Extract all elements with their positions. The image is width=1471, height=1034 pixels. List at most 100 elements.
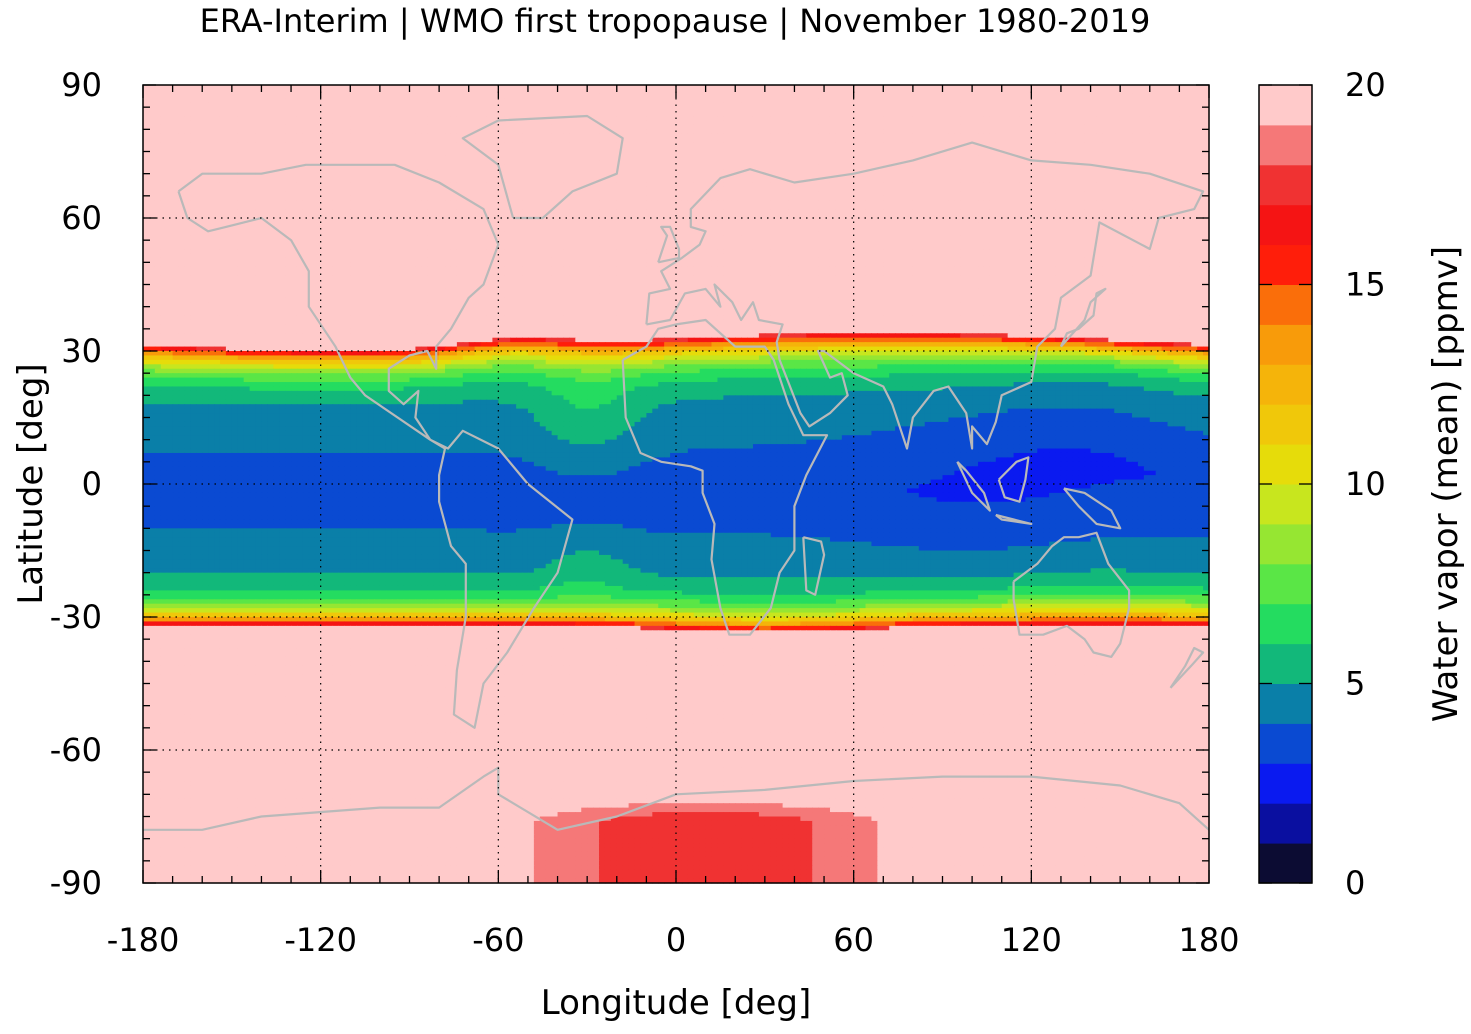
- heatmap-cell: [943, 138, 950, 143]
- heatmap-cell: [1085, 152, 1092, 157]
- heatmap-cell: [1126, 174, 1133, 179]
- heatmap-cell: [954, 138, 961, 143]
- heatmap-cell: [321, 89, 328, 94]
- heatmap-cell: [563, 98, 570, 103]
- heatmap-cell: [486, 89, 493, 94]
- heatmap-cell: [789, 152, 796, 157]
- heatmap-cell: [261, 187, 268, 192]
- heatmap-cell: [1150, 156, 1157, 161]
- heatmap-cell: [167, 116, 174, 121]
- heatmap-cell: [238, 112, 245, 117]
- heatmap-cell: [1019, 160, 1026, 165]
- heatmap-cell: [504, 134, 511, 139]
- heatmap-cell: [356, 116, 363, 121]
- heatmap-cell: [978, 138, 985, 143]
- heatmap-cell: [1091, 178, 1098, 183]
- heatmap-cell: [1067, 169, 1074, 174]
- heatmap-cell: [410, 200, 417, 205]
- heatmap-cell: [883, 85, 890, 90]
- heatmap-cell: [1079, 89, 1086, 94]
- heatmap-cell: [232, 187, 239, 192]
- heatmap-cell: [297, 169, 304, 174]
- heatmap-cell: [794, 143, 801, 148]
- heatmap-cell: [836, 85, 843, 90]
- heatmap-cell: [546, 156, 553, 161]
- heatmap-cell: [741, 112, 748, 117]
- heatmap-cell: [1061, 120, 1068, 125]
- heatmap-cell: [285, 143, 292, 148]
- heatmap-cell: [931, 165, 938, 170]
- heatmap-cell: [789, 143, 796, 148]
- heatmap-cell: [333, 178, 340, 183]
- heatmap-cell: [327, 85, 334, 90]
- heatmap-cell: [931, 174, 938, 179]
- heatmap-cell: [753, 191, 760, 196]
- heatmap-cell: [712, 103, 719, 108]
- heatmap-cell: [640, 129, 647, 134]
- heatmap-cell: [747, 138, 754, 143]
- heatmap-cell: [599, 187, 606, 192]
- heatmap-cell: [789, 205, 796, 210]
- heatmap-cell: [812, 112, 819, 117]
- heatmap-cell: [599, 129, 606, 134]
- heatmap-cell: [196, 165, 203, 170]
- heatmap-cell: [1079, 183, 1086, 188]
- heatmap-cell: [1043, 187, 1050, 192]
- heatmap-cell: [327, 143, 334, 148]
- heatmap-cell: [161, 89, 168, 94]
- heatmap-cell: [960, 94, 967, 99]
- heatmap-cell: [208, 187, 215, 192]
- heatmap-cell: [605, 191, 612, 196]
- heatmap-cell: [978, 125, 985, 130]
- heatmap-cell: [794, 120, 801, 125]
- heatmap-cell: [735, 112, 742, 117]
- heatmap-cell: [244, 196, 251, 201]
- heatmap-cell: [960, 174, 967, 179]
- heatmap-cell: [913, 98, 920, 103]
- heatmap-cell: [587, 129, 594, 134]
- heatmap-cell: [214, 107, 221, 112]
- heatmap-cell: [640, 138, 647, 143]
- heatmap-cell: [836, 94, 843, 99]
- heatmap-cell: [173, 160, 180, 165]
- heatmap-cell: [931, 205, 938, 210]
- heatmap-cell: [640, 160, 647, 165]
- heatmap-cell: [635, 129, 642, 134]
- heatmap-cell: [706, 178, 713, 183]
- heatmap-cell: [475, 187, 482, 192]
- heatmap-cell: [682, 200, 689, 205]
- heatmap-cell: [1031, 125, 1038, 130]
- heatmap-cell: [871, 187, 878, 192]
- heatmap-cell: [546, 129, 553, 134]
- heatmap-cell: [948, 152, 955, 157]
- heatmap-cell: [629, 196, 636, 201]
- heatmap-cell: [303, 107, 310, 112]
- heatmap-cell: [972, 165, 979, 170]
- heatmap-cell: [771, 183, 778, 188]
- heatmap-cell: [629, 152, 636, 157]
- heatmap-cell: [1156, 165, 1163, 170]
- heatmap-cell: [617, 174, 624, 179]
- heatmap-cell: [297, 205, 304, 210]
- heatmap-cell: [232, 85, 239, 90]
- heatmap-cell: [232, 152, 239, 157]
- heatmap-cell: [463, 178, 470, 183]
- heatmap-cell: [729, 125, 736, 130]
- heatmap-cell: [267, 116, 274, 121]
- heatmap-cell: [694, 134, 701, 139]
- heatmap-cell: [540, 103, 547, 108]
- heatmap-cell: [569, 98, 576, 103]
- heatmap-cell: [433, 152, 440, 157]
- heatmap-cell: [481, 89, 488, 94]
- heatmap-cell: [800, 98, 807, 103]
- heatmap-cell: [617, 129, 624, 134]
- heatmap-cell: [1055, 129, 1062, 134]
- heatmap-cell: [563, 129, 570, 134]
- heatmap-cell: [558, 187, 565, 192]
- heatmap-cell: [303, 200, 310, 205]
- heatmap-cell: [1185, 129, 1192, 134]
- heatmap-cell: [267, 134, 274, 139]
- heatmap-cell: [534, 94, 541, 99]
- heatmap-cell: [1126, 156, 1133, 161]
- heatmap-cell: [226, 147, 233, 152]
